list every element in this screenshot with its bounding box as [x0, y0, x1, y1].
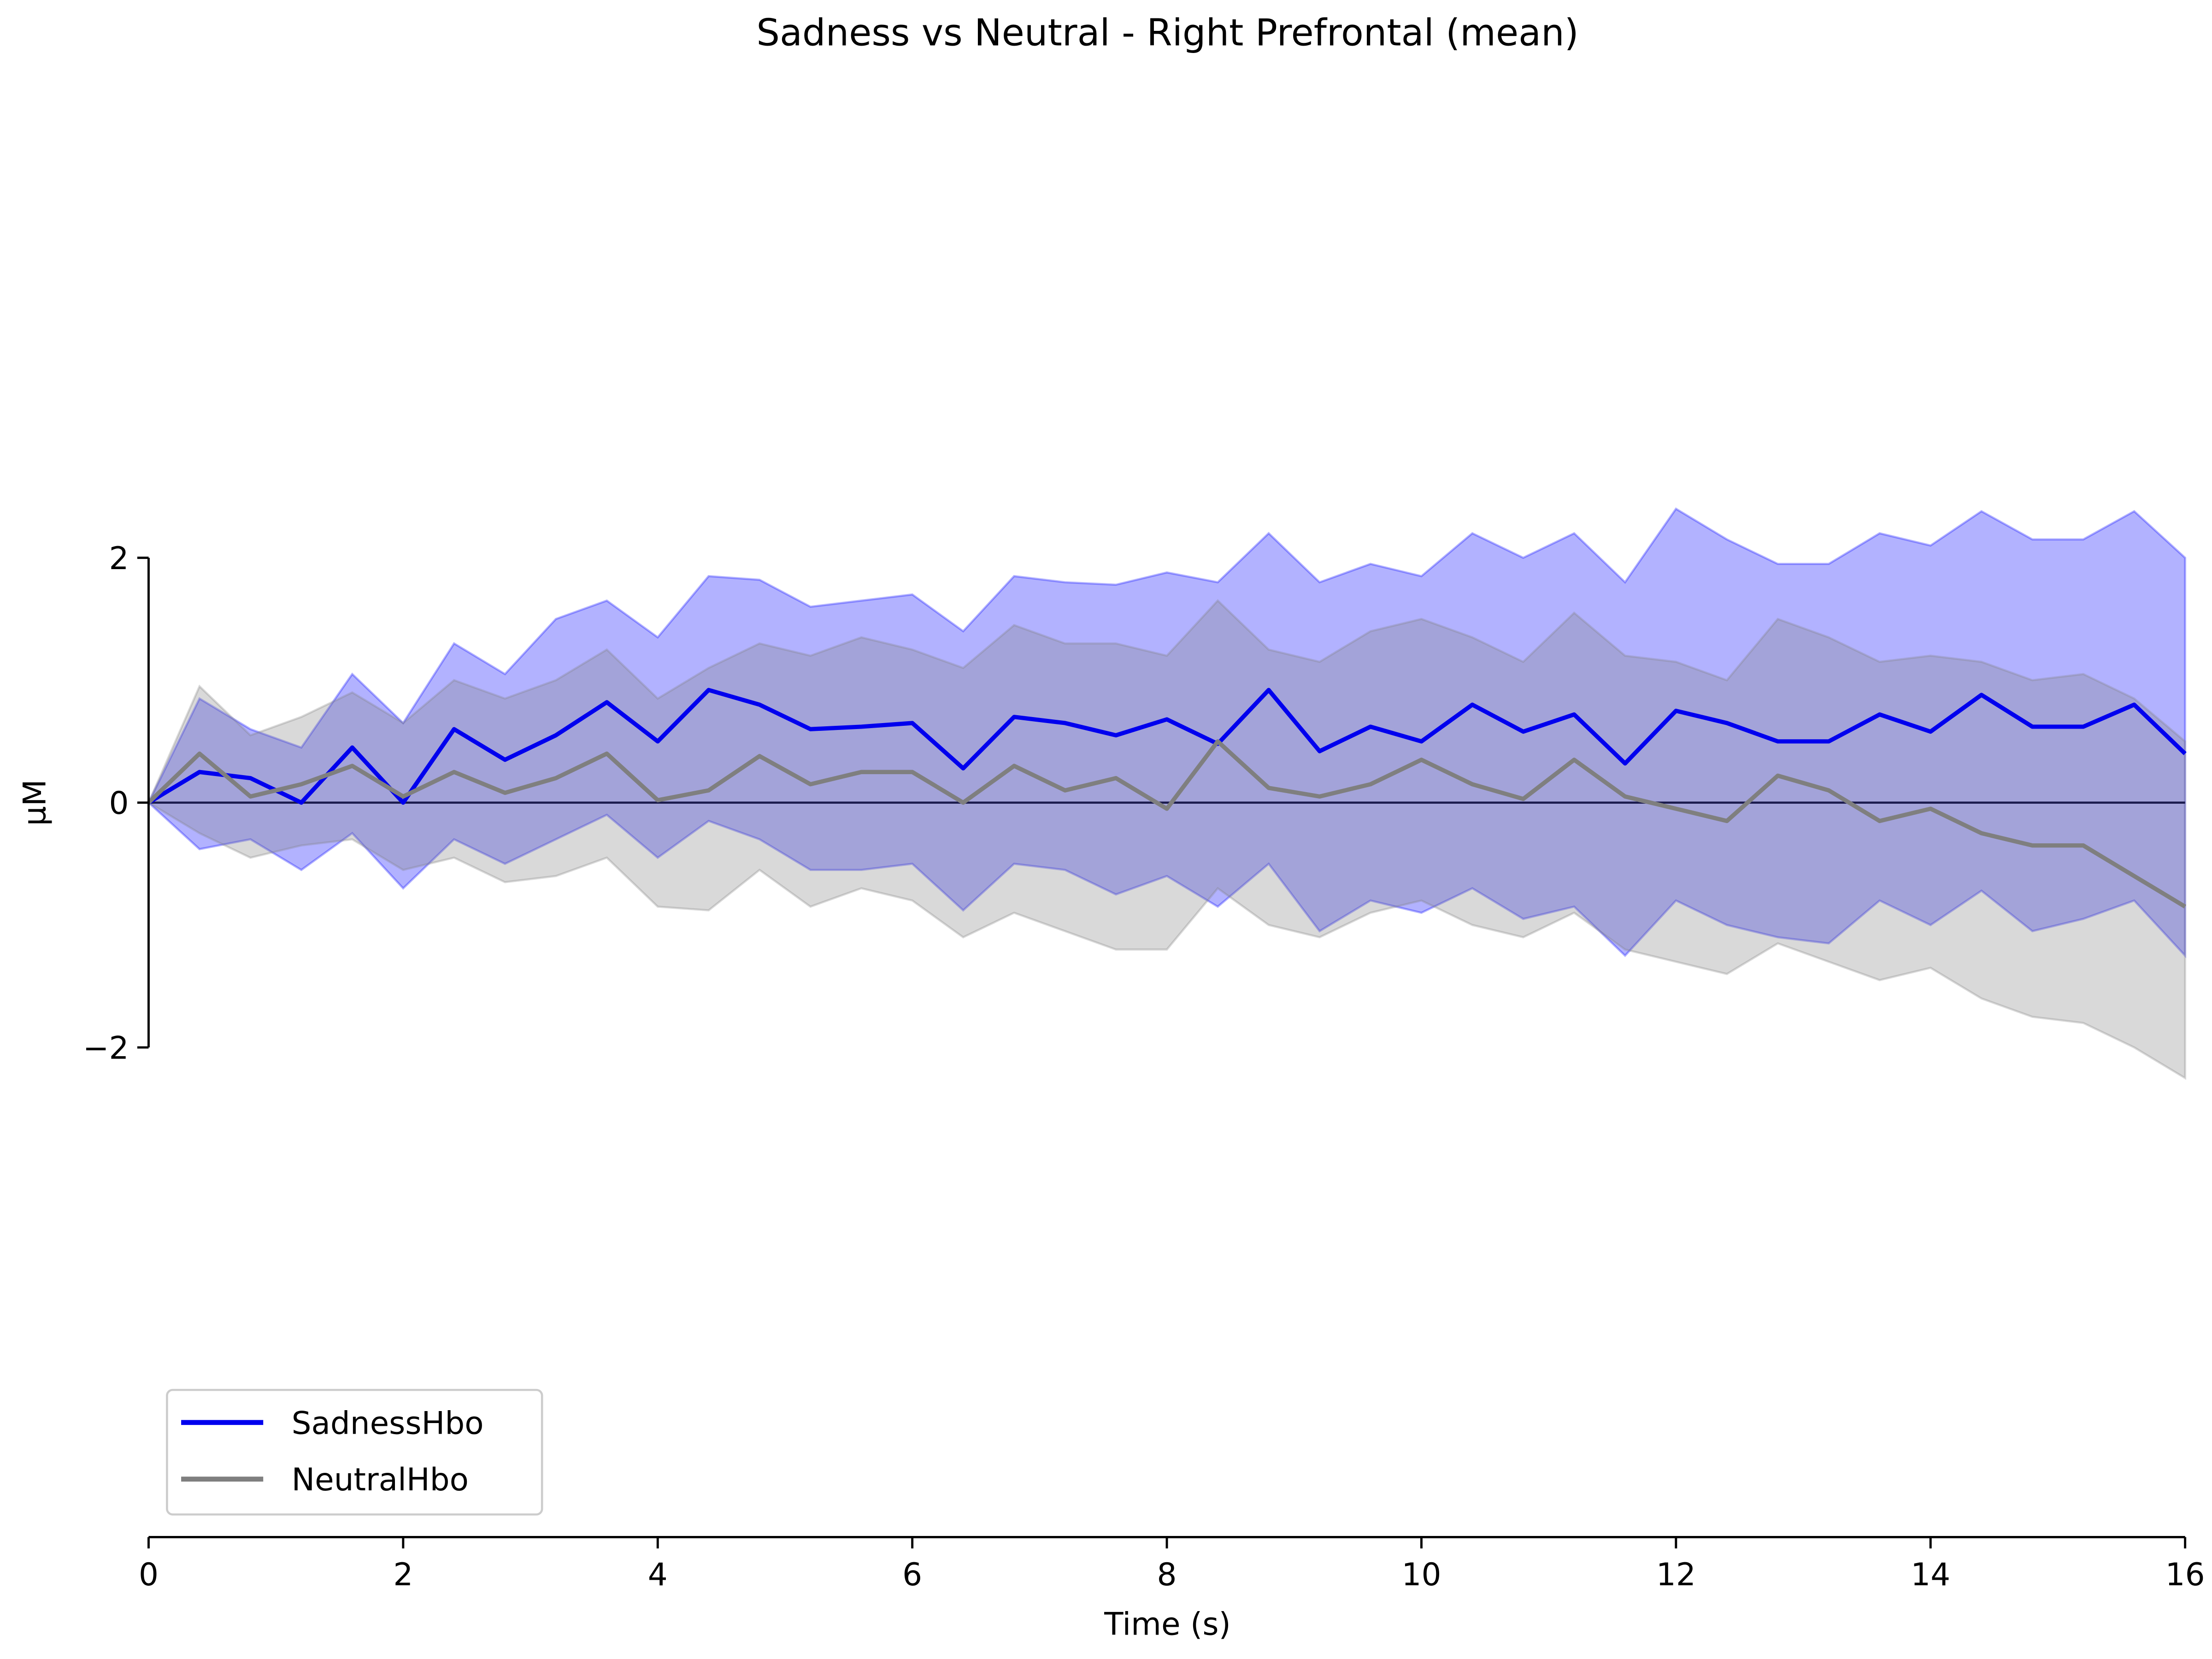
confidence-band [147, 507, 2186, 959]
x-tick-label: 10 [1401, 1556, 1441, 1593]
x-tick-label: 12 [1656, 1556, 1696, 1593]
x-tick-label: 14 [1911, 1556, 1950, 1593]
legend: SadnessHbo NeutralHbo [166, 1388, 543, 1516]
series-line [147, 739, 2187, 909]
x-axis-label: Time (s) [1104, 1606, 1231, 1642]
x-tick-label: 16 [2165, 1556, 2205, 1593]
y-tick-label: −2 [83, 1030, 129, 1066]
series-line [147, 688, 2187, 805]
x-tick-label: 2 [393, 1556, 413, 1593]
legend-label: SadnessHbo [292, 1405, 484, 1441]
x-tick-label: 0 [139, 1556, 159, 1593]
x-tick-label: 8 [1157, 1556, 1177, 1593]
legend-label: NeutralHbo [292, 1461, 469, 1498]
chart-title: Sadness vs Neutral - Right Prefrontal (m… [756, 12, 1578, 54]
y-tick-label: 0 [109, 785, 129, 821]
y-tick-label: 2 [109, 540, 129, 577]
y-axis-label: µM [16, 779, 53, 826]
confidence-band [147, 599, 2186, 1080]
x-tick-label: 4 [648, 1556, 668, 1593]
x-tick-label: 6 [902, 1556, 922, 1593]
